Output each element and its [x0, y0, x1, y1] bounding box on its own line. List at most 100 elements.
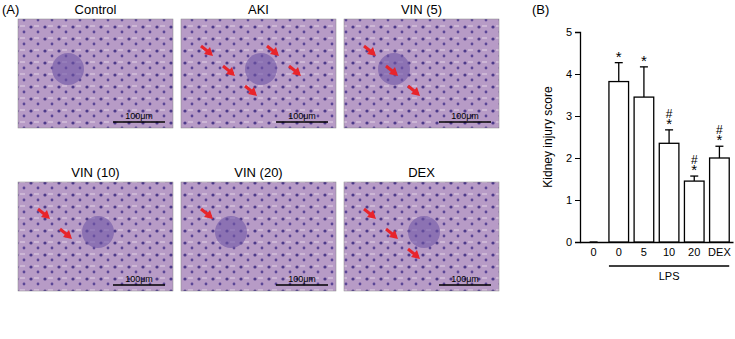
glomerulus	[215, 216, 247, 248]
error-bar-cap	[590, 241, 598, 242]
image-title: Control	[75, 2, 117, 17]
scale-bar-label: 100μm	[125, 111, 153, 121]
x-tick-label: 20	[688, 246, 700, 258]
x-axis-line	[581, 242, 734, 243]
glomerulus	[378, 53, 410, 85]
error-bar-stem	[618, 63, 619, 82]
arrow-head	[204, 210, 213, 219]
x-tick: 0	[591, 242, 597, 258]
micrograph-panel: VIN (20) 100μm	[181, 165, 336, 291]
glomerulus	[408, 216, 440, 248]
y-tick-label: 1	[566, 194, 572, 206]
error-bar	[665, 130, 673, 143]
bar	[684, 181, 704, 242]
y-tick-label: 3	[566, 110, 572, 122]
micrograph-panel: DEX 100μm	[344, 165, 499, 291]
micrograph-panel: AKI 100μm	[181, 2, 336, 128]
arrow-head	[270, 47, 279, 56]
y-axis-title: Kidney injury score	[541, 86, 555, 188]
micrograph	[18, 19, 173, 128]
x-tick-label: DEX	[708, 246, 731, 258]
micrograph	[344, 182, 499, 291]
arrow-head	[367, 47, 376, 56]
x-tick: 5	[641, 242, 647, 258]
y-tick: 5	[566, 26, 580, 38]
panel-label: (B)	[532, 2, 549, 17]
image-title: VIN (20)	[234, 165, 282, 180]
y-axis-line	[575, 33, 581, 243]
y-tick-label: 5	[566, 26, 572, 38]
x-tick-label: 5	[641, 246, 647, 258]
error-bar-stem	[668, 130, 669, 143]
y-tick-mark	[575, 116, 580, 117]
micrograph-panel: VIN (5) 100μm	[344, 2, 499, 128]
figure: (A)Control100μmAKI100μmVIN (5)100μmVIN (…	[0, 0, 735, 339]
bar	[584, 241, 604, 242]
error-bar-stem	[643, 67, 644, 97]
y-tick-mark	[575, 200, 580, 201]
bar	[659, 143, 679, 242]
panel-label: (A)	[2, 2, 19, 17]
y-axis: 0 1 2 3 4 5	[566, 26, 581, 248]
error-bar	[615, 63, 623, 82]
x-tick: 10	[663, 242, 675, 258]
error-bar	[590, 242, 598, 243]
scale-bar-label: 100μm	[288, 274, 316, 284]
scale-bar-label: 100μm	[451, 111, 479, 121]
group-label: LPS	[659, 270, 680, 282]
arrow-head	[226, 67, 235, 76]
plot-marks	[590, 63, 730, 242]
glomerulus	[52, 53, 84, 85]
image-title: VIN (5)	[401, 2, 442, 17]
glomerulus	[82, 216, 114, 248]
arrow-head	[41, 210, 50, 219]
y-tick-label: 2	[566, 152, 572, 164]
y-tick: 3	[566, 110, 580, 122]
y-tick-mark	[575, 74, 580, 75]
image-title: VIN (10)	[71, 165, 119, 180]
bar	[609, 82, 629, 242]
arrow-head	[248, 87, 257, 96]
micrograph	[181, 19, 336, 128]
y-tick: 2	[566, 152, 580, 164]
y-tick: 1	[566, 194, 580, 206]
x-axis: 0 0 5 10 20 DEX	[581, 242, 734, 258]
y-tick: 4	[566, 68, 580, 80]
error-bar	[640, 67, 648, 97]
arrow-head	[292, 67, 301, 76]
x-tick: 20	[688, 242, 700, 258]
arrow-head	[411, 250, 420, 259]
y-tick-label: 0	[566, 236, 572, 248]
scale-bar-label: 100μm	[125, 274, 153, 284]
x-tick-label: 0	[616, 246, 622, 258]
micrograph-panel: VIN (10) 100μm	[18, 165, 173, 291]
scale-bar	[113, 284, 165, 286]
arrow-head	[367, 210, 376, 219]
scale-bar	[276, 284, 328, 286]
y-tick-label: 4	[566, 68, 572, 80]
scale-bar-label: 100μm	[451, 274, 479, 284]
scale-bar	[113, 121, 165, 123]
scale-bar	[439, 121, 491, 123]
micrograph-panel: Control 100μm	[18, 2, 173, 128]
micrograph	[181, 182, 336, 291]
significance-marker: #	[666, 107, 673, 121]
x-tick-label: 0	[591, 246, 597, 258]
y-tick-mark	[575, 32, 580, 33]
significance-marker: #	[691, 153, 698, 167]
bar	[634, 97, 654, 242]
image-title: AKI	[248, 2, 269, 17]
y-tick-mark	[575, 158, 580, 159]
significance-marker: *	[616, 48, 622, 65]
arrow-head	[411, 87, 420, 96]
arrow-head	[389, 230, 398, 239]
bar	[710, 158, 730, 242]
scale-bar-label: 100μm	[288, 111, 316, 121]
arrow-head	[63, 230, 72, 239]
y-tick-mark	[575, 242, 580, 243]
x-tick: 0	[616, 242, 622, 258]
significance-marker: *	[641, 52, 647, 69]
image-title: DEX	[408, 165, 435, 180]
arrow-head	[389, 67, 398, 76]
micrograph	[18, 182, 173, 291]
